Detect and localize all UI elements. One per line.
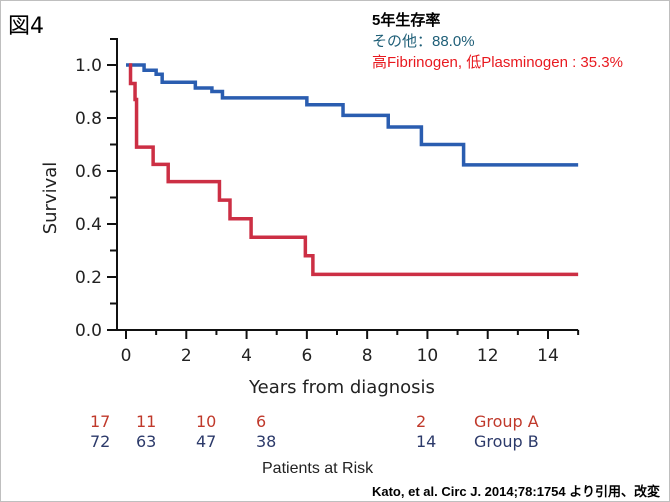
risk-count-group-a: 6: [256, 412, 267, 431]
y-tick-label: 0.0: [75, 321, 102, 341]
x-axis-title: Years from diagnosis: [248, 377, 435, 398]
y-tick-label: 0.2: [75, 268, 102, 288]
x-tick-label: 6: [301, 346, 312, 366]
risk-count-group-b: 63: [136, 432, 157, 451]
x-tick-label: 12: [477, 346, 499, 366]
citation: Kato, et al. Circ J. 2014;78:1754 より引用、改…: [371, 484, 660, 499]
figure-label: 図4: [8, 14, 44, 39]
y-tick-label: 1.0: [75, 56, 102, 76]
x-tick-label: 10: [417, 346, 439, 366]
axes: 0.0 0.2 0.4 0.6 0.8 1.0 0 2 4 6 8 10 12 14: [75, 38, 580, 366]
y-tick-label: 0.4: [75, 215, 102, 235]
risk-count-group-a: 17: [90, 412, 111, 431]
x-tick-label: 0: [121, 346, 132, 366]
risk-count-group-a: 2: [416, 412, 427, 431]
risk-count-group-b: 72: [90, 432, 111, 451]
x-tick-label: 4: [241, 346, 252, 366]
series-group: [126, 63, 579, 277]
legend: 5年生存率 その他：88.0% 高Fibrinogen, 低Plasminoge…: [372, 10, 623, 73]
survival-curve-group-a: [128, 63, 579, 277]
risk-count-group-b: 38: [256, 432, 277, 451]
survival-curve-group-b: [126, 63, 579, 167]
risk-count-group-a: 10: [196, 412, 217, 431]
legend-high-fibrinogen: 高Fibrinogen, 低Plasminogen : 35.3%: [372, 54, 623, 71]
x-tick-label: 2: [181, 346, 192, 366]
risk-group-label: Group B: [474, 432, 539, 451]
legend-others: その他：88.0%: [372, 33, 475, 50]
x-tick-label: 14: [537, 346, 559, 366]
risk-count-group-b: 47: [196, 432, 217, 451]
y-tick-label: 0.6: [75, 162, 102, 182]
y-tick-label: 0.8: [75, 109, 102, 129]
x-tick-label: 8: [362, 346, 373, 366]
legend-title: 5年生存率: [372, 12, 441, 29]
risk-count-group-a: 11: [136, 412, 157, 431]
risk-count-group-b: 14: [416, 432, 437, 451]
y-axis-title: Survival: [40, 162, 61, 235]
risk-group-label: Group A: [474, 412, 539, 431]
risk-table-title: Patients at Risk: [262, 460, 374, 477]
